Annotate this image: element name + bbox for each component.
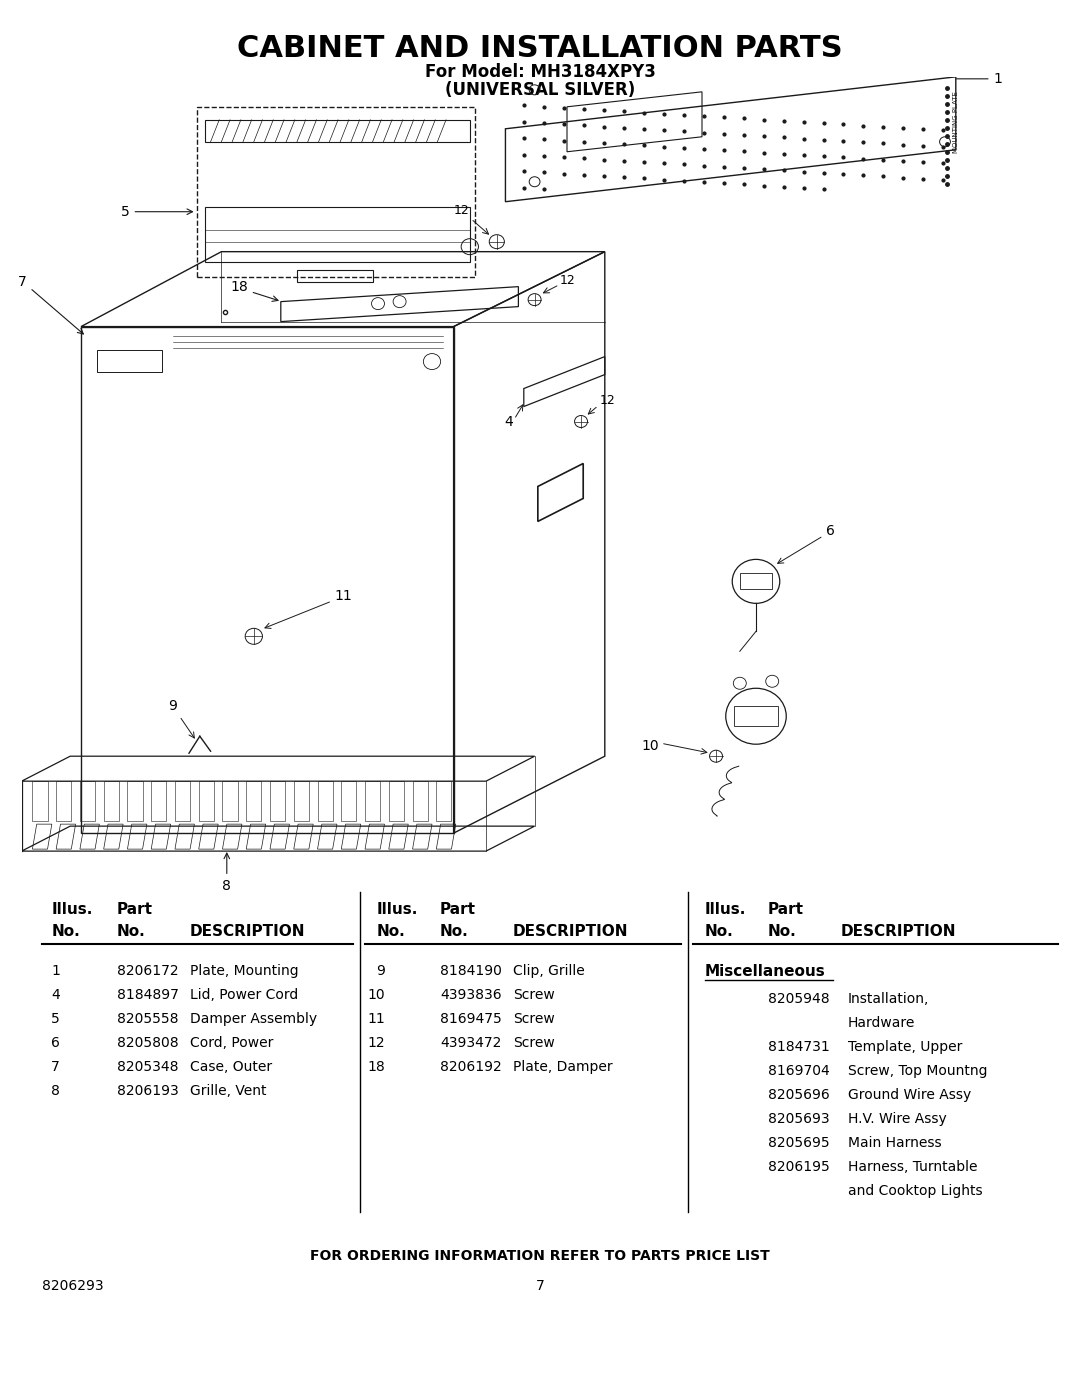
Text: 7: 7 [536,1280,544,1294]
Text: 10: 10 [367,988,384,1002]
Text: 8169475: 8169475 [440,1011,502,1025]
Text: DESCRIPTION: DESCRIPTION [513,923,629,939]
Bar [297,270,373,282]
Text: Screw: Screw [513,988,555,1002]
Text: 8206193: 8206193 [117,1084,179,1098]
Text: 18: 18 [367,1060,384,1074]
Text: 8184731: 8184731 [768,1039,829,1053]
Text: 12: 12 [559,274,576,286]
Text: 9: 9 [168,700,194,738]
Text: DESCRIPTION: DESCRIPTION [190,923,306,939]
Text: Illus.: Illus. [705,902,746,916]
Text: 7: 7 [51,1060,60,1074]
Text: Plate, Mounting: Plate, Mounting [190,964,299,978]
Text: 8169704: 8169704 [768,1065,829,1078]
Text: 12: 12 [599,394,616,407]
Text: 4: 4 [51,988,60,1002]
Text: 10: 10 [642,739,659,753]
Text: 8205693: 8205693 [768,1112,829,1126]
Text: Grille, Vent: Grille, Vent [190,1084,267,1098]
Text: 6: 6 [51,1037,60,1051]
Text: 8205948: 8205948 [768,992,829,1006]
Text: FOR ORDERING INFORMATION REFER TO PARTS PRICE LIST: FOR ORDERING INFORMATION REFER TO PARTS … [310,1249,770,1263]
Text: 8206172: 8206172 [117,964,178,978]
Text: Harness, Turntable: Harness, Turntable [848,1160,977,1173]
Text: 12: 12 [367,1037,384,1051]
Bar [740,573,772,590]
Text: Screw, Top Mountng: Screw, Top Mountng [848,1065,987,1078]
Text: 8205558: 8205558 [117,1011,178,1025]
Bar [205,207,470,261]
Text: DESCRIPTION: DESCRIPTION [841,923,957,939]
Text: Template, Upper: Template, Upper [848,1039,962,1053]
Text: 9: 9 [376,964,384,978]
Text: No.: No. [117,923,146,939]
Bar [205,120,470,141]
Text: 11: 11 [367,1011,384,1025]
Text: Main Harness: Main Harness [848,1136,942,1150]
Text: No.: No. [705,923,733,939]
Text: 8184190: 8184190 [440,964,502,978]
Bar [197,106,475,277]
Text: For Model: MH3184XPY3: For Model: MH3184XPY3 [424,63,656,81]
Text: 18: 18 [231,279,248,293]
Text: Screw: Screw [513,1037,555,1051]
Text: 8205695: 8205695 [768,1136,829,1150]
Text: 8206192: 8206192 [440,1060,502,1074]
Text: 4393836: 4393836 [440,988,501,1002]
Text: Lid, Power Cord: Lid, Power Cord [190,988,298,1002]
Text: Case, Outer: Case, Outer [190,1060,272,1074]
Text: 8205808: 8205808 [117,1037,178,1051]
Text: 4393472: 4393472 [440,1037,501,1051]
Text: Plate, Damper: Plate, Damper [513,1060,612,1074]
Text: Screw: Screw [513,1011,555,1025]
Bar [734,707,778,726]
Text: 12: 12 [454,204,470,217]
Text: 8206293: 8206293 [42,1280,104,1294]
Text: Ground Wire Assy: Ground Wire Assy [848,1088,971,1102]
Text: 8205348: 8205348 [117,1060,178,1074]
Text: No.: No. [377,923,406,939]
Text: 8: 8 [222,854,231,893]
Bar [97,349,162,372]
Text: 8205696: 8205696 [768,1088,829,1102]
Text: and Cooktop Lights: and Cooktop Lights [848,1185,983,1199]
Text: Part: Part [768,902,804,916]
Text: No.: No. [768,923,797,939]
Text: No.: No. [52,923,81,939]
Text: 5: 5 [121,205,192,219]
Text: 8184897: 8184897 [117,988,179,1002]
Text: CABINET AND INSTALLATION PARTS: CABINET AND INSTALLATION PARTS [238,34,842,63]
Text: 6: 6 [778,524,835,563]
Text: Illus.: Illus. [52,902,93,916]
Text: 7: 7 [18,275,83,334]
Text: Illus.: Illus. [377,902,418,916]
Text: MOUNTING PLATE: MOUNTING PLATE [953,91,959,152]
Text: Damper Assembly: Damper Assembly [190,1011,318,1025]
Text: Cord, Power: Cord, Power [190,1037,273,1051]
Text: 8: 8 [51,1084,60,1098]
Text: 4: 4 [504,415,513,429]
Text: H.V. Wire Assy: H.V. Wire Assy [848,1112,947,1126]
Text: Installation,: Installation, [848,992,930,1006]
Text: Hardware: Hardware [848,1016,916,1030]
Text: Clip, Grille: Clip, Grille [513,964,584,978]
Text: No.: No. [440,923,469,939]
Text: 1: 1 [957,71,1002,85]
Text: 1: 1 [51,964,60,978]
Text: Miscellaneous: Miscellaneous [705,964,826,979]
Text: 5: 5 [51,1011,60,1025]
Text: (UNIVERSAL SILVER): (UNIVERSAL SILVER) [445,81,635,99]
Text: 8206195: 8206195 [768,1160,829,1173]
Text: Part: Part [440,902,476,916]
Text: Part: Part [117,902,153,916]
Text: 11: 11 [265,590,352,629]
